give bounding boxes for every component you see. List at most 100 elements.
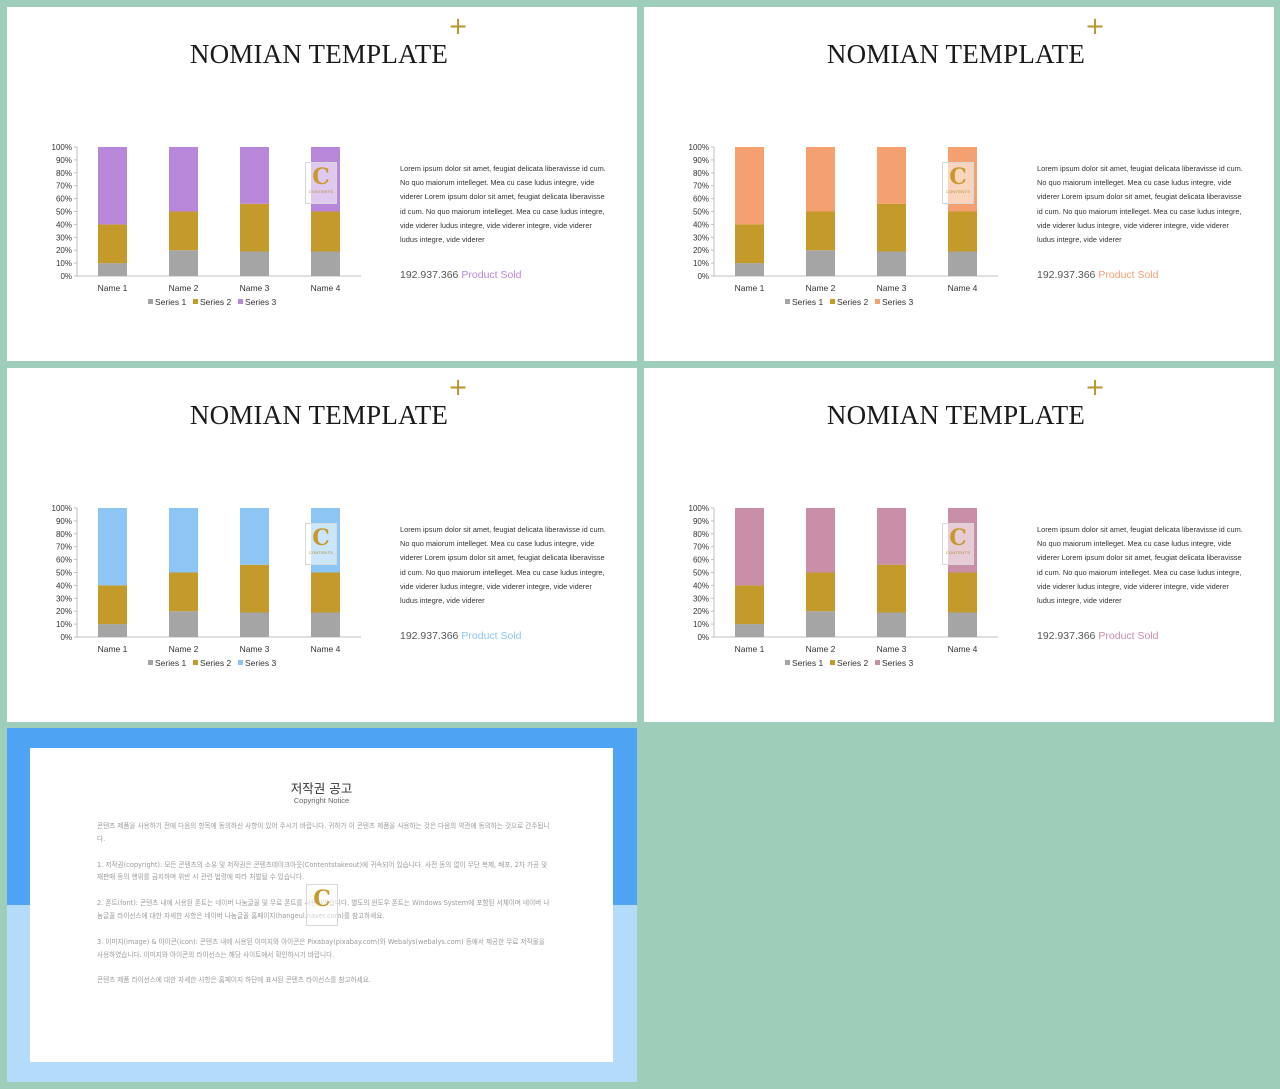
y-tick-label: 50% [693,208,709,217]
plus-icon: + [1085,373,1106,401]
bar-segment [169,611,198,637]
bar-segment [948,612,977,637]
legend-label: Series 3 [882,658,913,668]
stacked-bar-chart: 0% 10% 20% 30% 40% 50% 60% 70% 80% 90% 100% Name 1 N… [52,504,361,668]
y-tick-label: 70% [56,182,72,191]
slide-title: NOMIAN TEMPLATE [189,39,449,69]
x-category-label: Name 2 [806,644,836,654]
legend-swatch [785,299,790,304]
y-tick-label: 70% [693,543,709,552]
bar-segment [806,572,835,612]
bar-segment [735,585,764,625]
y-tick-label: 30% [56,233,72,242]
y-tick-label: 80% [693,530,709,539]
bar-segment [311,211,340,252]
notice-paragraph: 콘텐츠 제품 라이선스에 대한 자세한 사항은 홈페이지 하단에 표시된 콘텐츠… [97,976,371,985]
copyright-slide: 저작권 공고 Copyright Notice 콘텐츠 제품을 사용하기 전에 … [7,728,637,1082]
legend-swatch [238,660,243,665]
bar-segment [240,147,269,204]
watermark-logo: C CONTENTS [942,162,974,204]
bar-segment [806,508,835,573]
y-tick-label: 60% [56,195,72,204]
stat-line: 192.937.366 Product Sold [400,630,522,642]
y-tick-label: 70% [56,543,72,552]
y-tick-label: 40% [693,220,709,229]
stat-line: 192.937.366 Product Sold [1037,630,1159,642]
y-tick-label: 0% [697,272,709,281]
logo-letter: C [949,525,967,551]
y-tick-label: 40% [56,220,72,229]
y-tick-label: 90% [56,517,72,526]
y-tick-label: 10% [693,620,709,629]
legend-label: Series 3 [245,297,276,307]
legend-swatch [875,660,880,665]
legend-label: Series 3 [882,297,913,307]
notice-subtitle: Copyright Notice [293,796,350,805]
stat-number: 192.937.366 [1037,630,1096,642]
y-tick-label: 0% [697,633,709,642]
logo-letter: C [312,164,330,190]
legend-label: Series 2 [200,658,231,668]
y-tick-label: 50% [56,569,72,578]
notice-paragraph: 3. 이미지(image) & 아이콘(icon): 콘텐츠 내에 사용된 이미… [97,937,545,959]
watermark-logo: C [306,884,338,926]
bar-segment [169,147,198,212]
stat-line: 192.937.366 Product Sold [1037,269,1159,281]
logo-text: CONTENTS [308,189,334,194]
bar-segment [240,251,269,276]
y-tick-label: 60% [56,556,72,565]
logo-letter: C [312,525,330,551]
bar-segment [98,224,127,264]
bar-segment [240,612,269,637]
bar-segment [806,147,835,212]
notice-paragraph: 콘텐츠 제품을 사용하기 전에 다음의 항목에 동의하신 사항이 있어 주시기 … [97,822,550,843]
x-category-label: Name 4 [311,644,341,654]
watermark-logo: C CONTENTS [305,162,337,204]
stacked-bar-chart: 0% 10% 20% 30% 40% 50% 60% 70% 80% 90% 100% Name 1 N… [689,143,998,307]
y-tick-label: 90% [693,517,709,526]
watermark-logo: C CONTENTS [305,523,337,565]
y-tick-label: 20% [693,246,709,255]
plus-icon: + [448,373,469,401]
bar-segment [240,564,269,613]
y-tick-label: 80% [693,169,709,178]
description-text: Lorem ipsum dolor sit amet, feugiat deli… [400,164,606,245]
legend-label: Series 1 [792,658,823,668]
bar-segment [735,624,764,637]
x-category-label: Name 3 [877,283,907,293]
x-category-label: Name 3 [240,644,270,654]
bar-segment [948,251,977,276]
y-tick-label: 100% [52,143,72,152]
y-tick-label: 10% [56,620,72,629]
y-tick-label: 80% [56,169,72,178]
bar-segment [169,250,198,276]
stat-label: Product Sold [461,269,522,281]
bar-segment [169,508,198,573]
bar-segment [735,147,764,225]
slide-2: NOMIAN TEMPLATE + 0% 10% 20% 30% 40% 50% 60% 70… [644,7,1274,361]
legend-label: Series 1 [155,297,186,307]
x-category-label: Name 1 [98,644,128,654]
bar-segment [877,203,906,252]
slide-3: NOMIAN TEMPLATE + 0% 10% 20% 30% 40% 50% 60% 70… [7,368,637,722]
bar-segment [877,508,906,565]
x-category-label: Name 1 [98,283,128,293]
y-tick-label: 10% [56,259,72,268]
legend-swatch [830,299,835,304]
description-text: Lorem ipsum dolor sit amet, feugiat deli… [400,525,606,606]
legend-label: Series 1 [155,658,186,668]
slide-title: NOMIAN TEMPLATE [826,400,1086,430]
legend-swatch [148,299,153,304]
y-tick-label: 30% [693,233,709,242]
stat-label: Product Sold [1098,269,1159,281]
bar-segment [948,572,977,613]
slide-1: NOMIAN TEMPLATE + 0% 10% 20% 30% 40% 50% 60% 70… [7,7,637,361]
notice-paragraph: 1. 저작권(copyright): 모든 콘텐츠의 소유 및 저작권은 콘텐츠… [97,860,548,882]
stat-number: 192.937.366 [400,630,459,642]
bar-segment [240,508,269,565]
stat-number: 192.937.366 [400,269,459,281]
x-category-label: Name 3 [877,644,907,654]
legend-label: Series 1 [792,297,823,307]
x-category-label: Name 3 [240,283,270,293]
bar-segment [735,263,764,276]
